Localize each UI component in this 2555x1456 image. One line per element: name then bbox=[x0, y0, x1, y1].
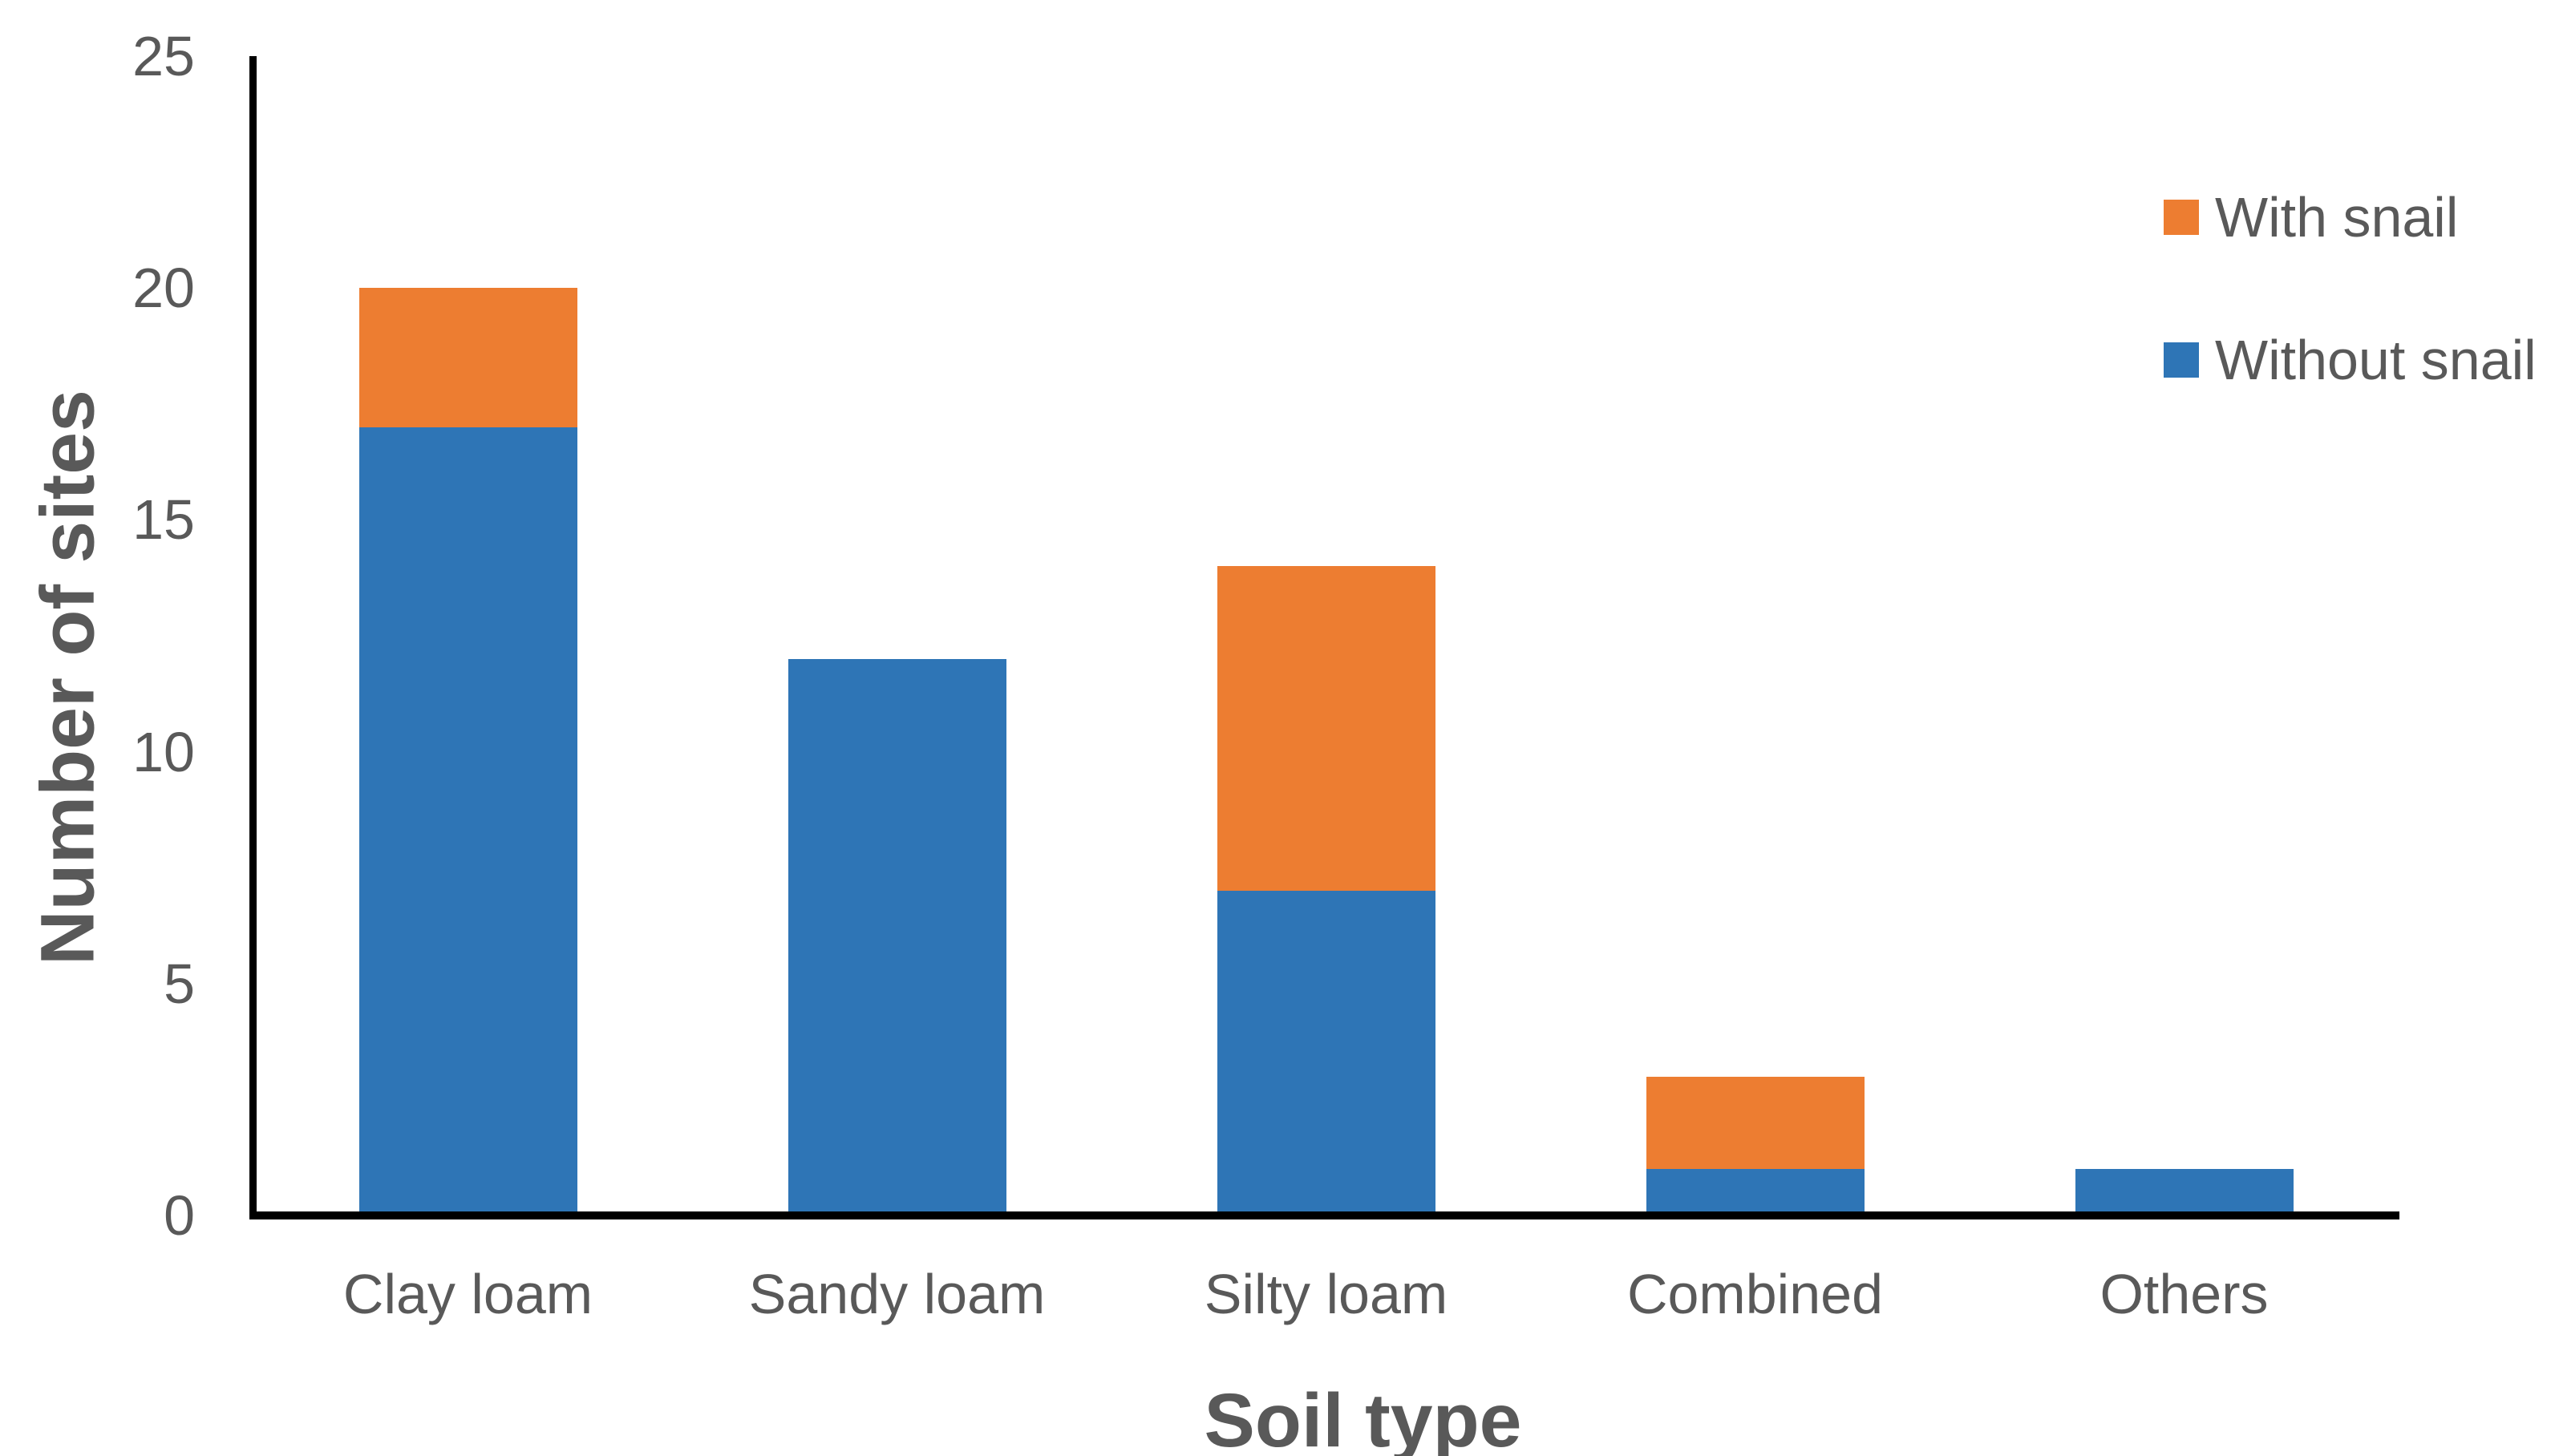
x-axis-category-label-sandy-loam: Sandy loam bbox=[748, 1263, 1046, 1325]
x-axis-category-label-clay-loam: Clay loam bbox=[342, 1263, 593, 1325]
category-slot-clay-loam bbox=[253, 56, 682, 1215]
bar-segment-with-snail bbox=[358, 288, 577, 427]
bar-segment-without-snail bbox=[358, 427, 577, 1215]
y-axis-line bbox=[249, 56, 257, 1219]
x-axis-category-label-silty-loam: Silty loam bbox=[1204, 1263, 1448, 1325]
x-axis-category-labels: Clay loam Sandy loam Silty loam Combined Oth… bbox=[253, 1259, 2399, 1329]
stacked-bar-others bbox=[2075, 1169, 2294, 1215]
y-axis-tick-label: 0 bbox=[164, 1184, 195, 1247]
x-axis-line bbox=[249, 1211, 2399, 1219]
stacked-bar-clay-loam bbox=[358, 288, 577, 1215]
x-axis-category-label-combined: Combined bbox=[1626, 1263, 1884, 1325]
category-slot-others bbox=[1970, 56, 2399, 1215]
stacked-bar-silty-loam bbox=[1217, 566, 1435, 1215]
bar-segment-without-snail bbox=[1217, 891, 1435, 1215]
x-axis-title: Soil type bbox=[1204, 1378, 1522, 1456]
category-slot-silty-loam bbox=[1111, 56, 1541, 1215]
bar-segment-without-snail bbox=[788, 658, 1006, 1215]
y-axis-tick-label: 25 bbox=[132, 25, 195, 87]
y-axis-tick-label: 15 bbox=[132, 488, 195, 552]
category-slot-combined bbox=[1541, 56, 1970, 1215]
y-axis-tick-label: 10 bbox=[132, 720, 195, 783]
y-axis-tick-label: 5 bbox=[164, 952, 195, 1015]
y-axis-tick-label: 20 bbox=[132, 257, 195, 320]
bar-segment-with-snail bbox=[1217, 566, 1435, 892]
category-slot-sandy-loam bbox=[682, 56, 1111, 1215]
stacked-bar-sandy-loam bbox=[788, 658, 1006, 1215]
bar-segment-without-snail bbox=[1646, 1169, 1865, 1215]
stacked-bar-combined bbox=[1646, 1076, 1865, 1215]
y-axis-title: Number of sites bbox=[25, 390, 111, 965]
plot-area bbox=[253, 56, 2399, 1215]
bar-segment-with-snail bbox=[1646, 1076, 1865, 1170]
bar-segment-without-snail bbox=[2075, 1169, 2294, 1215]
x-axis-category-label-others: Others bbox=[2099, 1263, 2269, 1325]
